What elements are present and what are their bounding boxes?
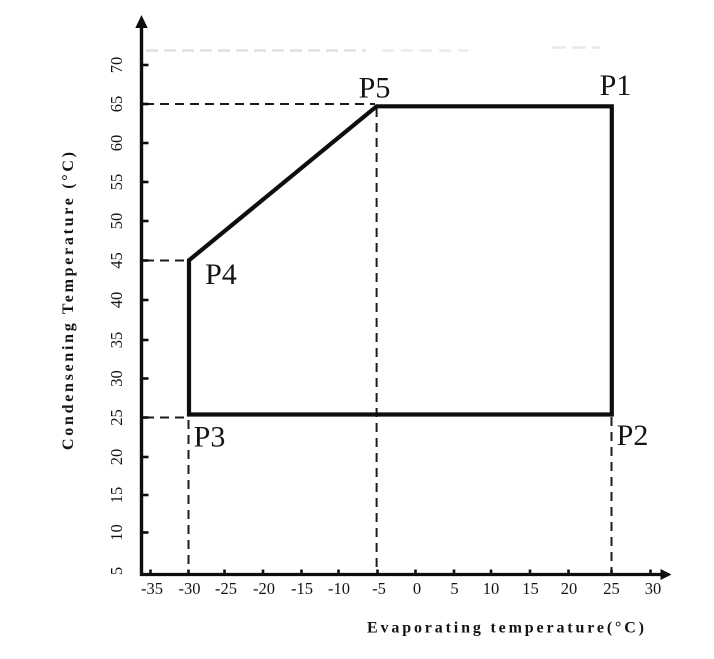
svg-text:25: 25 xyxy=(107,409,126,426)
svg-text:35: 35 xyxy=(107,332,126,349)
svg-text:20: 20 xyxy=(107,449,126,466)
svg-text:0: 0 xyxy=(413,579,421,598)
svg-text:P5: P5 xyxy=(359,72,391,105)
svg-text:P2: P2 xyxy=(617,419,649,452)
svg-text:30: 30 xyxy=(107,370,126,387)
svg-text:70: 70 xyxy=(107,57,126,74)
svg-text:10: 10 xyxy=(483,579,500,598)
svg-text:-35: -35 xyxy=(141,579,163,598)
svg-text:45: 45 xyxy=(107,252,126,269)
svg-text:20: 20 xyxy=(561,579,578,598)
svg-text:P1: P1 xyxy=(600,69,632,102)
svg-text:Evaporating temperature(°C): Evaporating temperature(°C) xyxy=(367,620,644,637)
svg-text:P3: P3 xyxy=(194,421,226,454)
svg-text:-15: -15 xyxy=(291,579,313,598)
svg-text:-25: -25 xyxy=(215,579,237,598)
svg-text:-20: -20 xyxy=(253,579,275,598)
svg-text:60: 60 xyxy=(107,135,126,152)
svg-text:40: 40 xyxy=(107,292,126,309)
svg-text:15: 15 xyxy=(107,487,126,504)
svg-text:50: 50 xyxy=(107,213,126,230)
svg-text:P4: P4 xyxy=(205,258,237,291)
svg-text:55: 55 xyxy=(107,174,126,191)
svg-text:30: 30 xyxy=(645,579,662,598)
svg-text:5: 5 xyxy=(450,579,458,598)
svg-text:-30: -30 xyxy=(179,579,201,598)
svg-text:10: 10 xyxy=(107,524,126,541)
svg-text:25: 25 xyxy=(603,579,620,598)
svg-text:Condensening Temperature (°C): Condensening Temperature (°C) xyxy=(60,152,77,450)
svg-text:-5: -5 xyxy=(372,579,386,598)
svg-text:5: 5 xyxy=(107,567,126,575)
svg-text:15: 15 xyxy=(522,579,539,598)
svg-text:-10: -10 xyxy=(328,579,350,598)
svg-text:65: 65 xyxy=(107,96,126,113)
